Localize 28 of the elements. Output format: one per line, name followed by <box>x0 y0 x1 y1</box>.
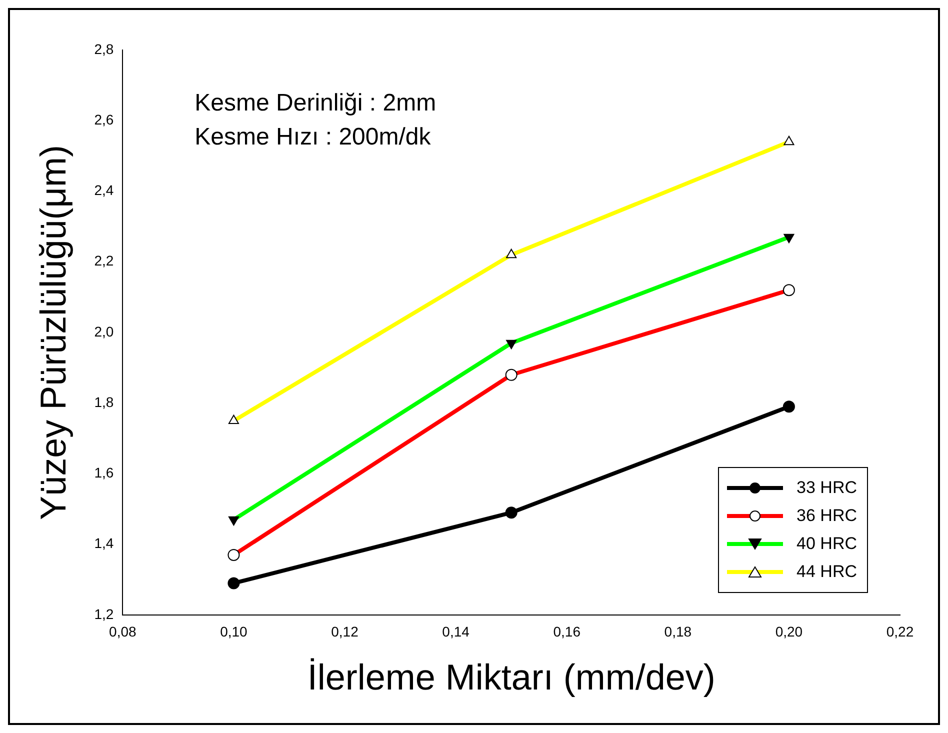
legend-label: 36 HRC <box>796 506 857 526</box>
y-tick-label: 2,0 <box>94 323 114 340</box>
y-tick-label: 1,6 <box>94 464 114 481</box>
x-tick-label: 0,14 <box>442 623 470 640</box>
point <box>505 506 518 519</box>
y-tick-label: 2,8 <box>94 40 114 57</box>
y-tick-label: 1,8 <box>94 394 114 410</box>
y-tick-label: 1,2 <box>94 606 114 622</box>
legend-label: 33 HRC <box>796 478 857 498</box>
point <box>228 577 240 590</box>
x-tick-label: 0,16 <box>553 623 581 640</box>
annotation: Kesme Hızı : 200m/dk <box>194 124 432 151</box>
y-axis-title: Yüzey Pürüzlülüğü(μm) <box>32 145 74 520</box>
x-tick-label: 0,12 <box>331 623 359 640</box>
x-tick-label: 0,08 <box>109 623 136 640</box>
x-tick-label: 0,22 <box>886 623 914 640</box>
legend-label: 40 HRC <box>796 534 857 554</box>
x-tick-label: 0,18 <box>664 623 692 640</box>
y-tick-label: 2,6 <box>94 111 114 128</box>
x-tick-label: 0,20 <box>775 623 803 640</box>
y-tick-label: 2,4 <box>94 182 114 198</box>
legend-label: 44 HRC <box>796 562 857 582</box>
y-tick-label: 1,4 <box>94 535 114 552</box>
point <box>782 400 795 413</box>
y-tick-label: 2,2 <box>94 252 114 269</box>
x-axis-title: İlerleme Miktarı (mm/dev) <box>307 656 716 698</box>
annotation: Kesme Derinliği : 2mm <box>194 90 436 117</box>
x-tick-label: 0,10 <box>220 623 248 640</box>
